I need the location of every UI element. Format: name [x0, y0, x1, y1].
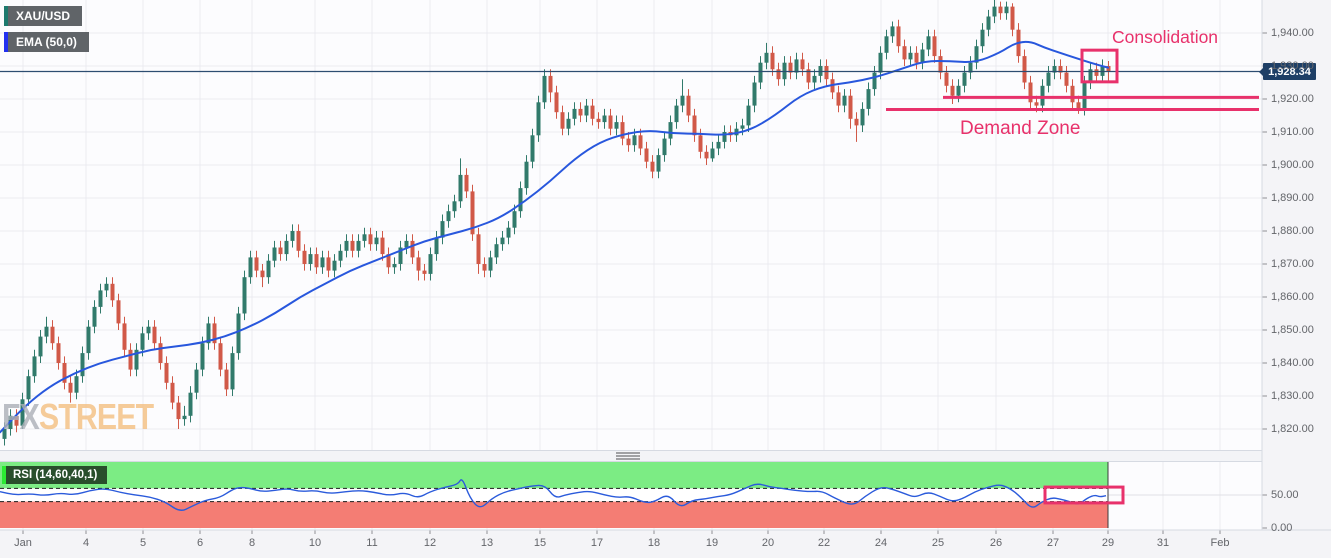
- time-axis-label: Feb: [1210, 537, 1230, 549]
- price-axis-label: 1,830.00: [1271, 389, 1314, 402]
- time-axis-label: 29: [1101, 537, 1115, 549]
- price-axis-label: 1,920.00: [1271, 92, 1314, 105]
- ema-line: [0, 40, 1109, 434]
- time-axis-label: 4: [82, 537, 90, 549]
- time-axis-label: 12: [423, 537, 437, 549]
- time-axis-label: 31: [1156, 537, 1170, 549]
- time-axis-label: 26: [989, 537, 1003, 549]
- time-axis-label: 6: [196, 537, 204, 549]
- time-axis-label: 5: [139, 537, 147, 549]
- watermark-fx: FX: [2, 396, 40, 437]
- time-axis-label: 17: [590, 537, 604, 549]
- rsi-consolidation-box[interactable]: [1043, 485, 1125, 505]
- rsi-axis-label: 0.00: [1271, 521, 1293, 534]
- ema-tab-label: EMA (50,0): [16, 35, 77, 49]
- consolidation-annotation[interactable]: Consolidation: [1112, 27, 1219, 47]
- rsi-line: [0, 479, 1107, 511]
- watermark-street: STREET: [38, 396, 154, 437]
- time-axis-label: 18: [647, 537, 661, 549]
- rsi-tab-label: RSI (14,60,40,1): [13, 469, 98, 481]
- symbol-tab-label: XAU/USD: [16, 9, 71, 23]
- time-axis-label: 10: [308, 537, 322, 549]
- time-axis-label: 15: [533, 537, 547, 549]
- consolidation-box[interactable]: [1080, 48, 1119, 84]
- demand-zone-annotation[interactable]: Demand Zone: [960, 118, 1081, 139]
- price-axis-label: 1,840.00: [1271, 356, 1314, 369]
- symbol-tab[interactable]: XAU/USD: [4, 6, 83, 26]
- price-axis-label: 1,940.00: [1271, 26, 1314, 39]
- candlestick-series: [2, 0, 1111, 446]
- fxstreet-watermark: FXSTREET: [2, 396, 154, 437]
- price-axis-label: 1,880.00: [1271, 224, 1314, 237]
- price-axis-label: 1,850.00: [1271, 323, 1314, 336]
- time-axis-label: 13: [480, 537, 494, 549]
- price-axis-label: 1,860.00: [1271, 290, 1314, 303]
- price-axis-label: 1,820.00: [1271, 422, 1314, 435]
- time-axis-label: 27: [1046, 537, 1060, 549]
- rsi-axis-label: 50.00: [1271, 488, 1299, 501]
- time-axis-label: 20: [761, 537, 775, 549]
- time-axis-label: 25: [931, 537, 945, 549]
- price-axis-label: 1,870.00: [1271, 257, 1314, 270]
- price-axis-label: 1,890.00: [1271, 191, 1314, 204]
- time-axis-label: 8: [248, 537, 256, 549]
- time-axis-label: 11: [366, 537, 378, 549]
- price-axis-label: 1,900.00: [1271, 158, 1314, 171]
- rsi-indicator-tab[interactable]: RSI (14,60,40,1): [2, 466, 108, 484]
- price-axis-label: 1,930.00: [1271, 59, 1314, 72]
- time-axis-label: 22: [817, 537, 831, 549]
- time-axis-label: 19: [705, 537, 719, 549]
- time-axis-label: 24: [874, 537, 888, 549]
- last-price-badge: 1,928.34: [1259, 63, 1316, 80]
- price-axis-label: 1,910.00: [1271, 125, 1314, 138]
- ema-indicator-tab[interactable]: EMA (50,0): [4, 32, 89, 52]
- time-axis-label: Jan: [14, 537, 32, 549]
